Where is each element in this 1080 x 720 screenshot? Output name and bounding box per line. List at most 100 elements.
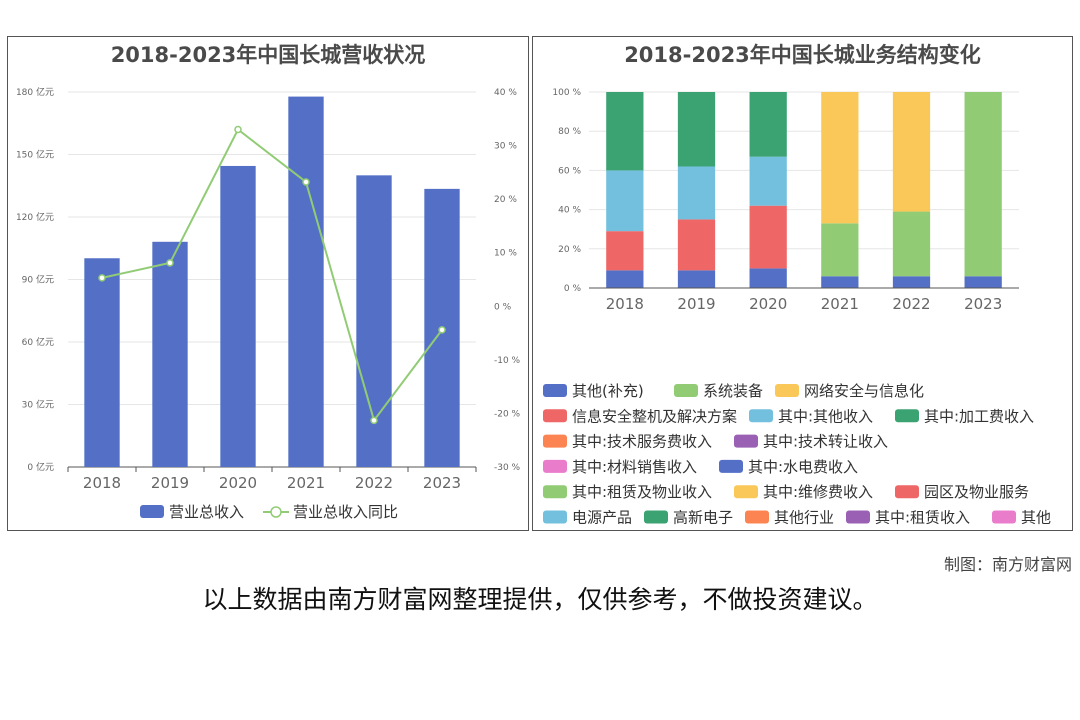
- stack-segment: [677, 219, 716, 271]
- stack-segment: [821, 276, 859, 288]
- legend-label: 营业总收入同比: [293, 503, 398, 521]
- bar: [220, 165, 256, 468]
- x-tick-label: 2021: [287, 474, 325, 492]
- y2-tick-label: 40 %: [494, 88, 517, 98]
- legend-swatch: [543, 409, 567, 423]
- business-structure-chart-panel: 2018-2023年中国长城业务结构变化 0 % 20 % 40 % 60 % 80 %…: [532, 36, 1073, 531]
- legend-swatch: [543, 459, 567, 473]
- x-tick-label: 2018: [606, 295, 644, 313]
- x-tick-label: 2020: [749, 295, 787, 313]
- legend-label: 其他: [1021, 509, 1051, 527]
- legend-swatch: [749, 409, 773, 423]
- y-tick-label: 150 亿元: [16, 149, 54, 161]
- y2-tick-label: -10 %: [494, 356, 521, 366]
- legend-label: 系统装备: [703, 382, 763, 400]
- stack-segment: [606, 231, 644, 271]
- y-tick-label: 40 %: [558, 206, 581, 216]
- legend-swatch: [674, 384, 698, 397]
- y-tick-label: 0 %: [564, 284, 582, 294]
- legend-label: 其他行业: [774, 509, 834, 527]
- stack-segment: [821, 92, 859, 224]
- bar: [84, 258, 120, 467]
- revenue-chart: 0 亿元 30 亿元 60 亿元 90 亿元 120 亿元 150 亿元 180 亿元 -30…: [16, 86, 521, 521]
- legend-swatch: [992, 510, 1016, 524]
- y2-tick-label: 0 %: [494, 302, 512, 312]
- x-tick-label: 2022: [355, 474, 393, 492]
- legend-label: 其他(补充): [572, 382, 644, 400]
- legend-label: 园区及物业服务: [924, 483, 1029, 501]
- x-tick-label: 2019: [151, 474, 189, 492]
- bar: [288, 96, 324, 468]
- legend-label: 其中:技术服务费收入: [572, 433, 712, 451]
- legend-swatch: [719, 459, 743, 473]
- stack-segment: [892, 92, 931, 212]
- legend-label: 网络安全与信息化: [804, 382, 924, 400]
- legend-swatch: [543, 485, 567, 499]
- legend-swatch: [270, 506, 282, 518]
- y2-tick-label: -20 %: [494, 409, 521, 419]
- chart-credit: 制图：南方财富网: [943, 555, 1072, 574]
- stack-segment: [892, 276, 931, 288]
- legend-swatch: [846, 510, 870, 524]
- stack-segment: [749, 205, 787, 269]
- stack-segment: [606, 270, 644, 288]
- legend-label: 其中:技术转让收入: [763, 433, 888, 451]
- chart-title: 2018-2023年中国长城业务结构变化: [624, 43, 981, 67]
- y-tick-label: 90 亿元: [22, 274, 54, 286]
- stack-segment: [964, 92, 1002, 277]
- line-point: [234, 125, 242, 134]
- legend-label: 其中:材料销售收入: [572, 458, 697, 476]
- legend-swatch: [734, 485, 758, 499]
- legend-label: 其中:租赁收入: [875, 509, 970, 527]
- legend-swatch: [895, 485, 919, 499]
- legend-label: 电源产品: [572, 509, 632, 527]
- legend-label: 其中:租赁及物业收入: [572, 483, 712, 501]
- revenue-chart-panel: 2018-2023年中国长城营收状况 0 亿元 30 亿元 60 亿元 90 亿元 12…: [7, 36, 529, 531]
- y2-tick-label: -30 %: [494, 463, 521, 473]
- y-tick-label: 0 亿元: [27, 461, 54, 473]
- stack-segment: [964, 276, 1002, 288]
- legend-swatch: [734, 434, 758, 448]
- disclaimer-text: 以上数据由南方财富网整理提供，仅供参考，不做投资建议。: [202, 585, 878, 614]
- x-tick-label: 2020: [219, 474, 257, 492]
- line-point: [370, 416, 378, 425]
- legend-swatch: [543, 434, 567, 448]
- y-tick-label: 20 %: [558, 245, 581, 255]
- legend-label: 其中:加工费收入: [924, 407, 1034, 425]
- chart-title: 2018-2023年中国长城营收状况: [110, 43, 426, 67]
- legend-label: 其中:水电费收入: [748, 458, 858, 476]
- line-point: [302, 178, 310, 186]
- line-point: [166, 259, 174, 267]
- stack-segment: [749, 92, 787, 157]
- stack-segment: [749, 268, 787, 288]
- legend-label: 营业总收入: [169, 503, 244, 521]
- legend-swatch: [543, 510, 567, 524]
- x-tick-label: 2021: [821, 295, 859, 313]
- line-point: [438, 326, 446, 334]
- x-tick-label: 2018: [83, 474, 121, 492]
- stack-segment: [892, 211, 931, 277]
- legend-label: 高新电子: [673, 509, 733, 527]
- y-tick-label: 80 %: [558, 127, 581, 137]
- legend-swatch: [775, 384, 799, 397]
- x-tick-label: 2022: [892, 295, 930, 313]
- y-tick-label: 60 %: [558, 166, 581, 176]
- legend-swatch: [895, 409, 919, 423]
- y2-tick-label: 30 %: [494, 142, 517, 152]
- legend-label: 其中:其他收入: [778, 407, 873, 425]
- legend-swatch: [644, 510, 668, 524]
- legend-swatch: [745, 510, 769, 524]
- x-tick-label: 2019: [677, 295, 715, 313]
- y-tick-label: 100 %: [552, 88, 581, 98]
- y-tick-label: 60 亿元: [22, 336, 54, 348]
- legend-swatch: [140, 505, 164, 518]
- legend-swatch: [543, 384, 567, 397]
- x-tick-label: 2023: [964, 295, 1002, 313]
- stack-segment: [606, 170, 644, 232]
- y-tick-label: 120 亿元: [16, 211, 54, 223]
- stack-segment: [821, 223, 859, 277]
- y-tick-label: 180 亿元: [16, 86, 54, 98]
- y-tick-label: 30 亿元: [22, 399, 54, 411]
- x-tick-label: 2023: [423, 474, 461, 492]
- y2-tick-label: 10 %: [494, 249, 517, 259]
